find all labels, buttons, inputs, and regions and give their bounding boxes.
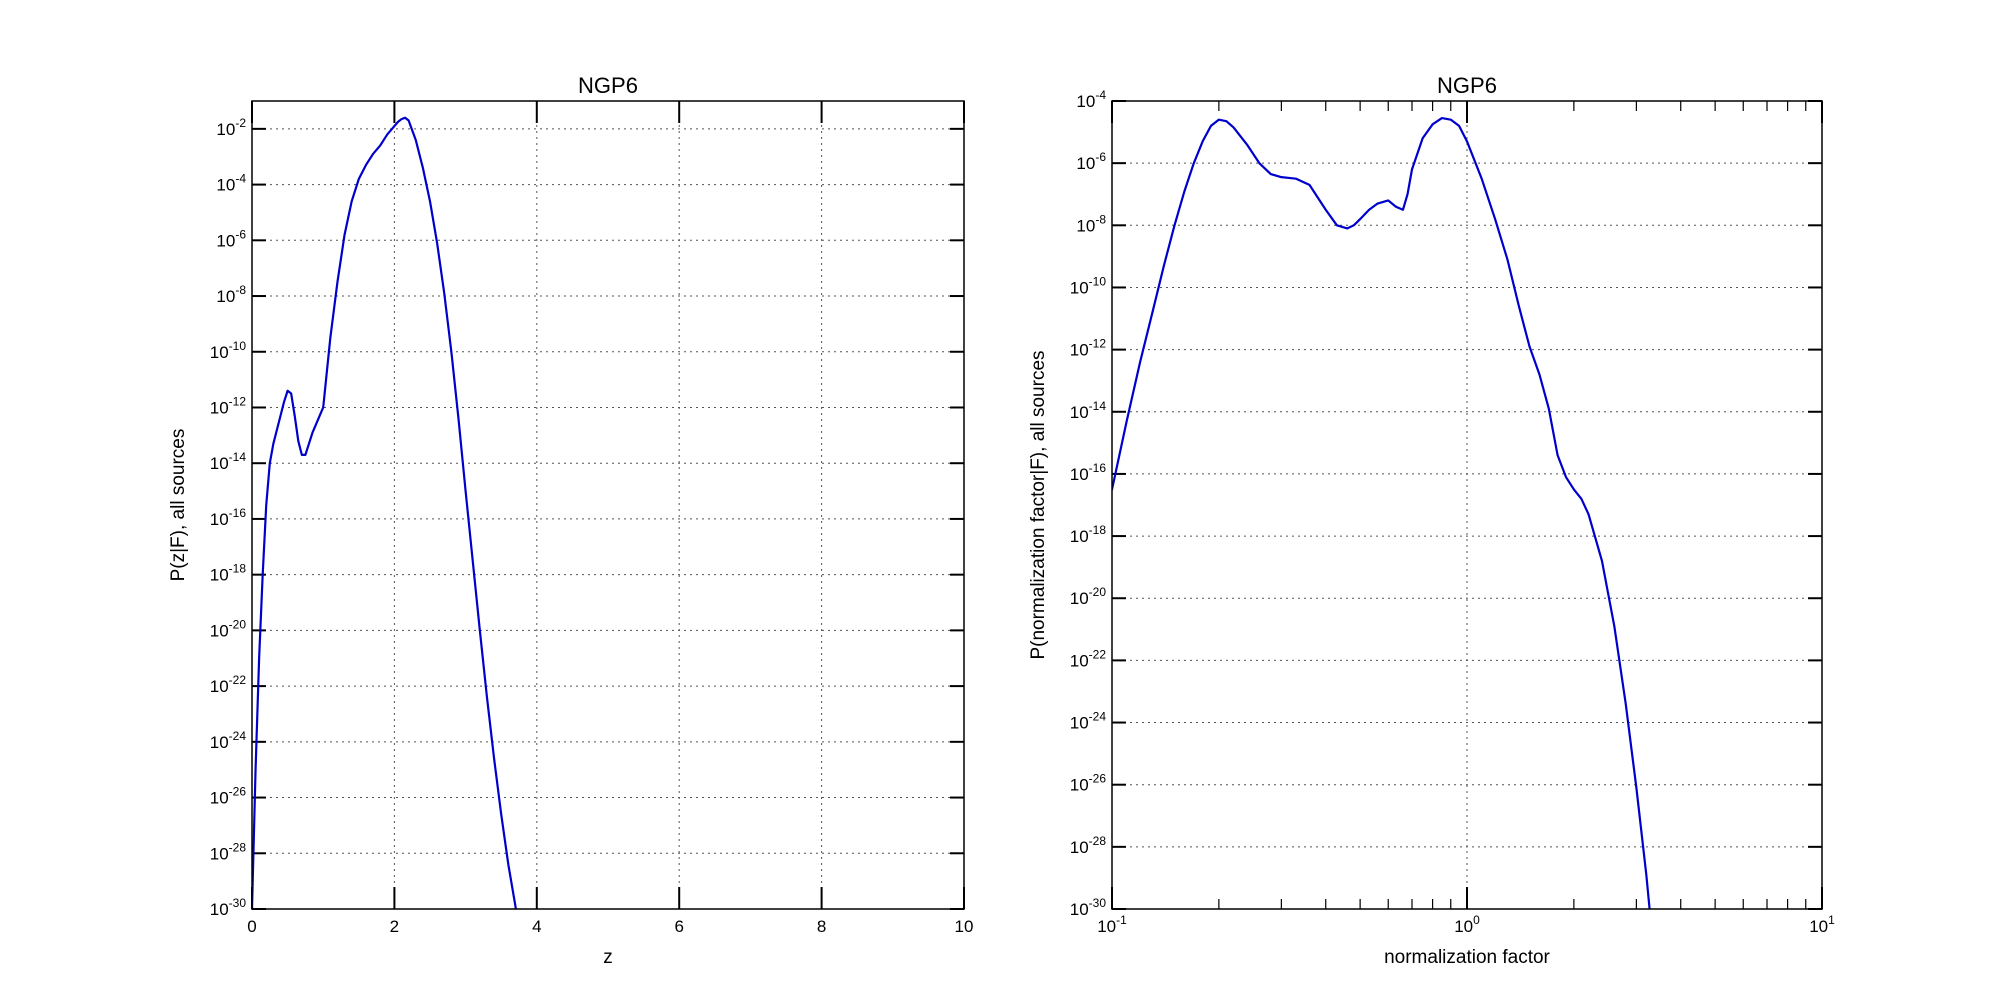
y-tick-label: 10-22 xyxy=(210,673,247,696)
y-tick-label: 10-14 xyxy=(1070,399,1107,422)
y-tick-label: 10-4 xyxy=(216,172,246,195)
x-tick-label: 6 xyxy=(674,917,683,936)
y-axis-label: P(z|F), all sources xyxy=(168,429,189,582)
plot-frame xyxy=(251,100,965,910)
x-tick-label: 10 xyxy=(955,917,974,936)
y-tick-label: 10-12 xyxy=(1070,337,1107,360)
y-tick-label: 10-24 xyxy=(1070,710,1107,733)
chart-title: NGP6 xyxy=(578,73,638,98)
y-tick-label: 10-28 xyxy=(210,840,247,863)
chart-title: NGP6 xyxy=(1437,73,1497,98)
y-tick-label: 10-6 xyxy=(216,227,246,250)
y-tick-label: 10-16 xyxy=(1070,461,1107,484)
x-tick-label: 8 xyxy=(817,917,826,936)
y-tick-label: 10-12 xyxy=(210,394,247,417)
y-tick-label: 10-30 xyxy=(1070,896,1107,919)
x-axis-label: z xyxy=(603,947,613,968)
y-tick-label: 10-28 xyxy=(1070,834,1107,857)
series-line xyxy=(1112,116,1651,909)
y-tick-label: 10-8 xyxy=(216,283,246,306)
plot-frame xyxy=(1111,100,1823,910)
y-tick-label: 10-4 xyxy=(1076,88,1106,111)
series-line xyxy=(252,116,517,909)
y-tick-label: 10-14 xyxy=(210,450,247,473)
y-tick-label: 10-10 xyxy=(1070,274,1107,297)
y-tick-label: 10-18 xyxy=(210,562,247,585)
plot-area xyxy=(252,101,964,909)
y-tick-label: 10-26 xyxy=(1070,772,1107,795)
y-tick-label: 10-18 xyxy=(1070,523,1107,546)
x-tick-label: 10-1 xyxy=(1097,913,1127,936)
y-tick-label: 10-10 xyxy=(210,339,247,362)
x-axis-label: normalization factor xyxy=(1384,947,1550,968)
y-tick-label: 10-6 xyxy=(1076,150,1106,173)
y-tick-label: 10-22 xyxy=(1070,647,1107,670)
x-tick-label: 0 xyxy=(247,917,256,936)
x-tick-label: 2 xyxy=(390,917,399,936)
y-tick-label: 10-30 xyxy=(210,896,247,919)
y-axis-label: P(normalization factor|F), all sources xyxy=(1028,350,1049,659)
y-tick-label: 10-20 xyxy=(1070,585,1107,608)
y-tick-label: 10-24 xyxy=(210,729,247,752)
y-tick-label: 10-26 xyxy=(210,785,247,808)
chart-right-normalization-distribution: 10-4 10-6 10-8 10-10 10-12 10-14 10-16 10-18 10-… xyxy=(1028,73,1835,968)
y-tick-label: 10-20 xyxy=(210,617,247,640)
x-tick-label: 100 xyxy=(1454,913,1480,936)
y-tick-label: 10-2 xyxy=(216,116,246,139)
y-tick-label: 10-16 xyxy=(210,506,247,529)
x-tick-label: 101 xyxy=(1809,913,1835,936)
y-tick-label: 10-8 xyxy=(1076,212,1106,235)
chart-left-z-distribution: 10-2 10-4 10-6 10-8 10-10 10-12 10-14 10-16 10-1… xyxy=(168,73,973,968)
x-tick-label: 4 xyxy=(532,917,541,936)
